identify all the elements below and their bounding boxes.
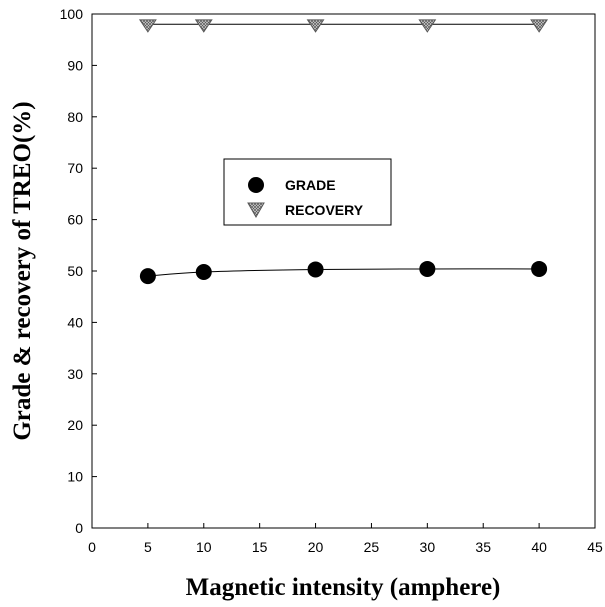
- x-tick-label: 10: [196, 539, 212, 555]
- y-tick-label: 100: [60, 6, 84, 22]
- y-axis-ticks: 0 10 20 30 40 50 60 70 80 90 100: [60, 6, 97, 536]
- data-point-grade: [196, 264, 212, 280]
- data-point-recovery: [308, 20, 324, 32]
- y-tick-label: 30: [67, 366, 83, 382]
- legend-grade-label: GRADE: [285, 177, 336, 193]
- data-point-recovery: [140, 20, 156, 32]
- x-tick-label: 45: [587, 539, 603, 555]
- series-markers: [140, 20, 547, 284]
- legend-grade-marker: [248, 177, 264, 193]
- x-axis-title: Magnetic intensity (amphere): [186, 574, 501, 601]
- x-tick-label: 40: [531, 539, 547, 555]
- y-tick-label: 70: [67, 160, 83, 176]
- y-tick-label: 10: [67, 469, 83, 485]
- y-tick-label: 60: [67, 212, 83, 228]
- x-tick-label: 25: [364, 539, 380, 555]
- x-tick-label: 30: [420, 539, 436, 555]
- data-point-grade: [419, 261, 435, 277]
- y-axis-title: Grade & recovery of TREO(%): [9, 101, 36, 440]
- y-tick-label: 0: [75, 520, 83, 536]
- y-tick-label: 20: [67, 417, 83, 433]
- y-tick-label: 40: [67, 314, 83, 330]
- x-tick-label: 20: [308, 539, 324, 555]
- legend: GRADE RECOVERY: [224, 159, 391, 225]
- x-tick-label: 5: [144, 539, 152, 555]
- plot-frame: [92, 14, 595, 528]
- y-tick-label: 90: [67, 57, 83, 73]
- legend-recovery-label: RECOVERY: [285, 202, 364, 218]
- data-point-recovery: [196, 20, 212, 32]
- x-tick-label: 15: [252, 539, 268, 555]
- data-point-grade: [140, 268, 156, 284]
- y-tick-label: 80: [67, 109, 83, 125]
- data-point-grade: [308, 261, 324, 277]
- y-tick-label: 50: [67, 263, 83, 279]
- data-point-grade: [531, 261, 547, 277]
- data-point-recovery: [419, 20, 435, 32]
- data-point-recovery: [531, 20, 547, 32]
- x-tick-label: 35: [475, 539, 491, 555]
- x-tick-label: 0: [88, 539, 96, 555]
- series-lines: [148, 24, 539, 276]
